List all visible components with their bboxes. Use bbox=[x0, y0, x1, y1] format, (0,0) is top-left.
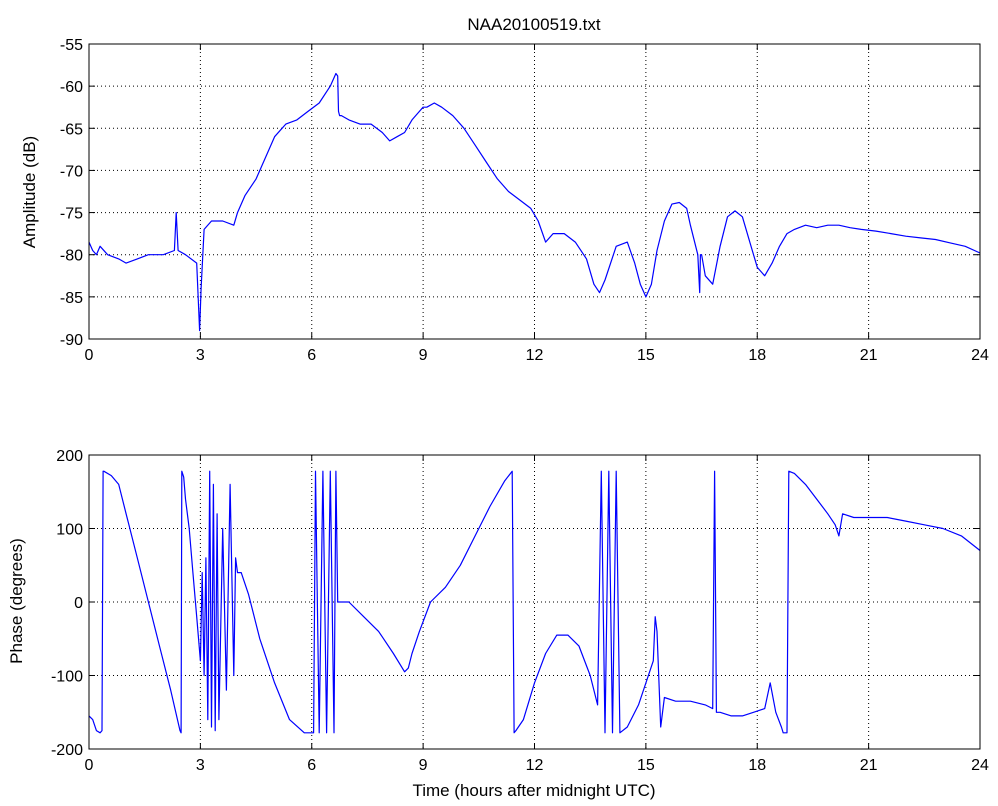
amplitude-panel: NAA20100519.txt Amplitude (dB) 0 3 6 9 12 15 1… bbox=[20, 15, 989, 364]
amplitude-y-tick-label: -55 bbox=[60, 37, 83, 54]
amplitude-x-tick-label: 21 bbox=[860, 347, 878, 364]
amplitude-y-tick-label: -65 bbox=[60, 121, 83, 138]
phase-x-tick-label: 3 bbox=[196, 757, 205, 774]
amplitude-series-group bbox=[88, 72, 981, 332]
amplitude-series-line bbox=[88, 72, 981, 332]
amplitude-y-tick-label: -90 bbox=[60, 332, 83, 349]
amplitude-x-tick-label: 15 bbox=[637, 347, 655, 364]
phase-y-tick-label: 200 bbox=[56, 448, 83, 465]
phase-x-tick-label: 0 bbox=[85, 757, 94, 774]
phase-x-tick-label: 18 bbox=[748, 757, 766, 774]
phase-x-tick-label: 12 bbox=[526, 757, 544, 774]
amplitude-x-tick-label: 3 bbox=[196, 347, 205, 364]
phase-x-tick-label: 21 bbox=[860, 757, 878, 774]
phase-x-axis-label: Time (hours after midnight UTC) bbox=[412, 781, 655, 800]
phase-y-tick-label: -100 bbox=[51, 669, 83, 686]
amplitude-y-tick-label: -85 bbox=[60, 290, 83, 307]
phase-x-tick-label: 9 bbox=[419, 757, 428, 774]
amplitude-y-tick-label: -60 bbox=[60, 79, 83, 96]
phase-y-tick-label: 100 bbox=[56, 522, 83, 539]
amplitude-x-tick-label: 12 bbox=[526, 347, 544, 364]
phase-y-tick-label: -200 bbox=[51, 742, 83, 759]
phase-grid bbox=[89, 455, 980, 749]
phase-y-axis-label: Phase (degrees) bbox=[7, 538, 26, 664]
phase-x-tick-label: 24 bbox=[971, 757, 989, 774]
amplitude-x-tick-label: 24 bbox=[971, 347, 989, 364]
phase-series-line bbox=[88, 470, 981, 734]
phase-x-tick-label: 15 bbox=[637, 757, 655, 774]
amplitude-grid bbox=[89, 44, 980, 339]
amplitude-y-tick-label: -80 bbox=[60, 248, 83, 265]
amplitude-axes-frame bbox=[88, 43, 981, 340]
amplitude-x-tick-label: 9 bbox=[419, 347, 428, 364]
amplitude-x-tick-label: 0 bbox=[85, 347, 94, 364]
phase-axes-frame bbox=[88, 454, 981, 750]
amplitude-chart-title: NAA20100519.txt bbox=[467, 15, 601, 34]
phase-series-group bbox=[88, 470, 981, 734]
amplitude-y-tick-label: -75 bbox=[60, 206, 83, 223]
phase-ticks: 0 3 6 9 12 15 18 21 24 -200 -100 0 100 200 bbox=[51, 448, 989, 774]
amplitude-ticks: 0 3 6 9 12 15 18 21 24 -90 -85 -80 -75 -70 -65 -60 -55 bbox=[60, 37, 989, 364]
amplitude-x-tick-label: 18 bbox=[748, 347, 766, 364]
phase-x-tick-label: 6 bbox=[307, 757, 316, 774]
phase-y-tick-label: 0 bbox=[74, 595, 83, 612]
amplitude-x-tick-label: 6 bbox=[307, 347, 316, 364]
amplitude-y-axis-label: Amplitude (dB) bbox=[20, 136, 39, 248]
phase-panel: Phase (degrees) Time (hours after midnig… bbox=[7, 448, 989, 800]
amplitude-y-tick-label: -70 bbox=[60, 163, 83, 180]
